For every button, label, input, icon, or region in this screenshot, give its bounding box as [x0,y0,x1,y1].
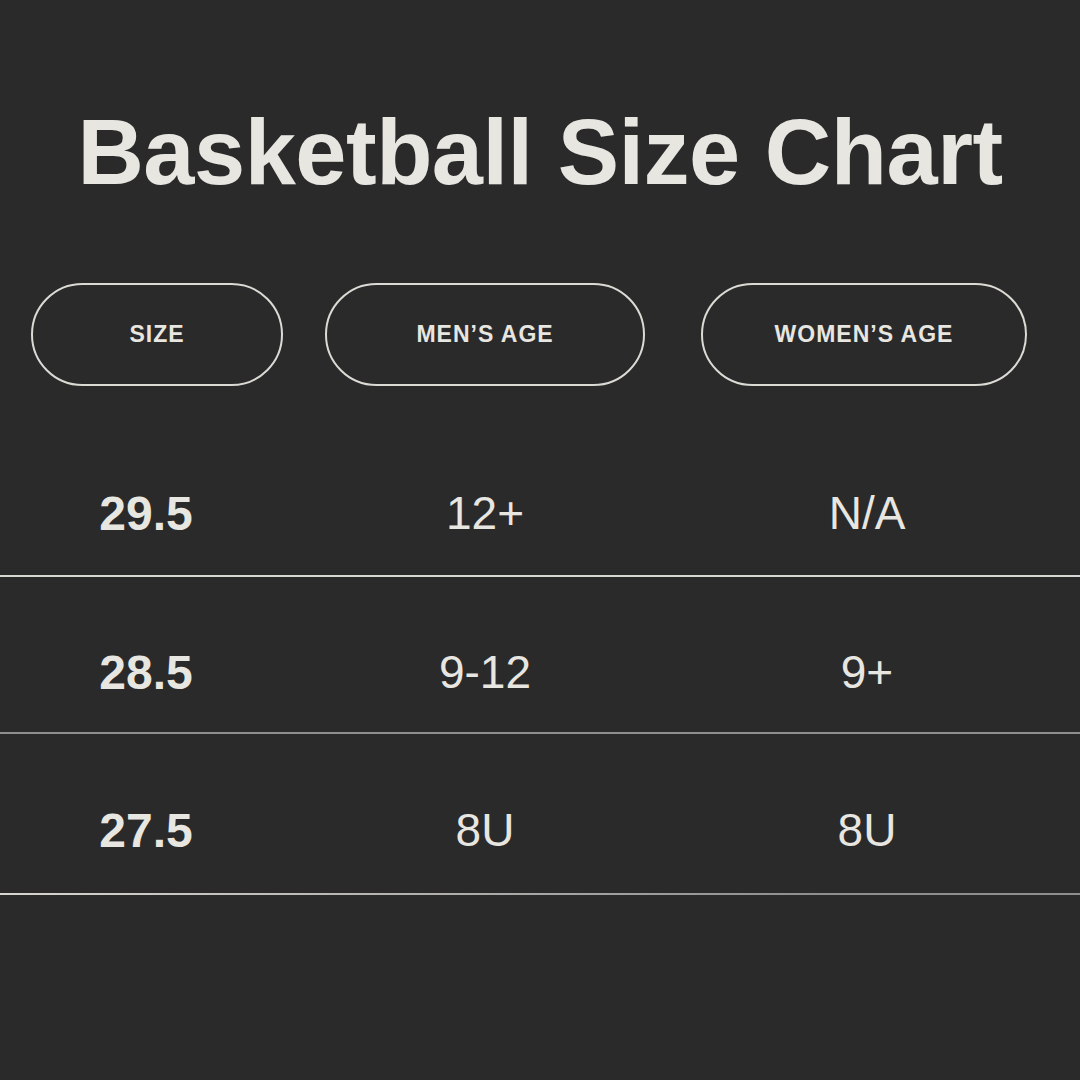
cell-size: 27.5 [20,790,272,870]
page-title: Basketball Size Chart [0,100,1080,204]
cell-size: 28.5 [20,632,272,712]
row-divider [0,893,1080,895]
row-divider [0,575,1080,577]
basketball-size-chart: Basketball Size Chart SIZE MEN’S AGE WOM… [0,0,1080,1080]
cell-womens-age: 8U [704,790,1030,870]
column-header-size-label: SIZE [129,321,184,348]
cell-mens-age: 8U [325,790,645,870]
column-header-womens-age: WOMEN’S AGE [701,283,1027,386]
column-header-mens-age-label: MEN’S AGE [416,321,553,348]
cell-mens-age: 12+ [325,473,645,553]
cell-womens-age: N/A [704,473,1030,553]
column-header-womens-age-label: WOMEN’S AGE [775,321,954,348]
row-divider [0,732,1080,734]
cell-womens-age: 9+ [704,632,1030,712]
column-header-mens-age: MEN’S AGE [325,283,645,386]
cell-mens-age: 9-12 [325,632,645,712]
cell-size: 29.5 [20,473,272,553]
column-header-size: SIZE [31,283,283,386]
